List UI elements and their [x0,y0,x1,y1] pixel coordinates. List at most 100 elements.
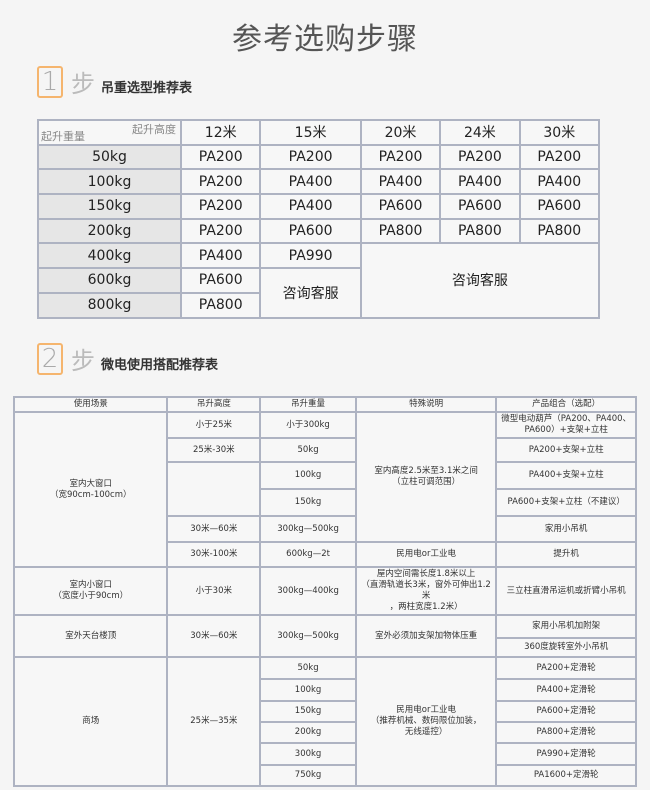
table-row: 商场 25米—35米 50kg 民用电or工业电 （推荐机械、数码限位加装， 无线遥控… [12,656,637,787]
column-header: 12米 [179,119,262,146]
row-header: 100kg [37,168,182,196]
table-cell: 室内大窗口 （宽90cm-100cm） [12,411,169,568]
table-row: 400kg PA400 PA990 咨询客服 [37,242,601,319]
table-row: 360度旋转室外小吊机 [14,637,637,658]
table-cell [166,461,262,517]
table-row: 室内小窗口 （宽度小于90cm） 小于30米 300kg—400kg 屋内空间需长度1… [12,566,637,616]
hoist-selection-table: 起升高度 起升重量 12米 15米 20米 24米 30米 50kg PA200 PA200 PA2… [37,119,601,319]
table-row: 600kg PA600 咨询客服 [37,267,599,319]
table-cell: PA800+定滑轮 [495,721,637,744]
table-cell: PA400 [179,242,262,270]
table-row: 室外天台楼顶 30米—60米 300kg—500kg 室外必须加支架加物体压重 家用小吊… [12,614,637,658]
table-cell: PA400+定滑轮 [495,678,637,702]
table-cell: 屋内空间需长度1.8米以上 （直滑轨道长3米，窗外可伸出1.2米 ，两柱宽度1.… [354,566,498,616]
table-cell: 300kg [259,742,357,766]
table-cell: 25米—35米 [166,656,262,787]
corner-header: 起升高度 起升重量 [37,119,182,146]
table-cell: 600kg—2t [259,541,357,568]
column-header: 24米 [439,119,521,146]
row-header: 600kg [37,267,182,294]
table-cell: PA600 [518,193,601,220]
header-row: 使用场景 吊升高度 吊升重量 特殊说明 产品组合（选配） [12,396,637,413]
column-header: 使用场景 [12,396,169,413]
table-cell: PA200 [439,143,521,171]
height-axis-label: 起升高度 [132,123,176,136]
table-cell: 50kg [259,656,357,680]
table-cell: PA400 [259,168,362,196]
step-label: 吊重选型推荐表 [101,81,193,96]
table-row: 50kg PA200 PA200 PA200 PA200 PA200 [37,143,601,171]
column-header: 吊升重量 [259,396,357,413]
table-cell: PA400+支架+立柱 [495,461,637,490]
table-cell: 商场 [12,656,169,787]
row-header: 200kg [37,217,182,245]
table-cell: PA600 [179,267,262,294]
table-cell: 三立柱直滑吊运机或折臂小吊机 [495,566,637,616]
column-header: 产品组合（选配） [495,396,637,413]
row-header: 50kg [37,143,182,171]
table-cell: PA600 [359,193,442,220]
table-cell: PA990 [259,242,362,270]
column-header: 吊升高度 [166,396,262,413]
table-cell: 150kg [259,700,357,723]
row-header: 150kg [37,193,182,220]
table-cell: 25米-30米 [166,437,262,463]
weight-axis-label: 起升重量 [41,129,85,143]
step-char: 步 [71,347,95,375]
table-cell: 室外天台楼顶 [12,614,169,658]
table-cell: PA200+定滑轮 [495,656,637,680]
header-row: 起升高度 起升重量 12米 15米 20米 24米 30米 [37,119,601,146]
table-cell: PA200 [179,168,262,196]
table-cell: 750kg [259,764,357,787]
step-number: 1 [37,66,63,98]
table-row: 100kg PA200 PA400 PA400 PA400 PA400 [37,168,601,196]
table-cell: PA200 [179,143,262,171]
table-cell: 30米—60米 [166,515,262,543]
table-row: 750kg PA1600+定滑轮 [14,764,637,787]
table-row: 200kg PA200 PA600 PA800 PA800 PA800 [37,217,601,245]
table-cell: PA1600+定滑轮 [495,764,637,787]
table-cell: 民用电or工业电 （推荐机械、数码限位加装， 无线遥控） [354,656,498,787]
table-cell: PA990+定滑轮 [495,742,637,766]
table-row: 25米-30米 50kg PA200+支架+立柱 [14,437,637,463]
table-cell: 300kg—500kg [259,614,357,658]
table-cell: 小于30米 [166,566,262,616]
table-cell: 小于300kg [259,411,357,439]
table-row: 200kg PA800+定滑轮 [14,721,637,744]
table-cell: 30米-100米 [166,541,262,568]
table-cell: 家用小吊机 [495,515,637,543]
table-cell: PA400 [359,168,442,196]
table-cell: 室内高度2.5米至3.1米之间 （立柱可调范围） [354,411,498,543]
row-header: 800kg [37,291,182,319]
row-header: 400kg [37,242,182,270]
table-cell: PA200 [518,143,601,171]
table-cell: 咨询客服 [259,267,362,319]
step-1-heading: 1 步 吊重选型推荐表 [37,66,192,98]
column-header: 特殊说明 [354,396,498,413]
step-char: 步 [71,70,95,98]
table-cell: 30米—60米 [166,614,262,658]
table-cell: 微型电动葫芦（PA200、PA400、PA600）+支架+立柱 [495,411,637,439]
table-cell: 200kg [259,721,357,744]
column-header: 15米 [259,119,362,146]
table-cell: 300kg—400kg [259,566,357,616]
table-row: 150kg PA200 PA400 PA600 PA600 PA600 [37,193,601,220]
page-title: 参考选购步骤 [232,22,418,57]
table-row: 30米-100米 600kg—2t 民用电or工业电 提升机 [14,541,637,568]
table-cell: 咨询客服 [359,242,601,319]
table-row: 150kg PA600+定滑轮 [14,700,637,723]
table-cell: 室内小窗口 （宽度小于90cm） [12,566,169,616]
table-row: 室内大窗口 （宽90cm-100cm） 小于25米 小于300kg 室内高度2.5米至… [12,411,637,568]
table-cell: 50kg [259,437,357,463]
table-row: 100kg PA400+支架+立柱 [14,461,637,517]
table-cell: PA600+支架+立柱（不建议） [495,488,637,517]
table-row: 800kg PA800 [37,291,599,319]
table-cell: PA400 [259,193,362,220]
table-cell: 100kg [259,461,357,490]
table-cell: PA600+定滑轮 [495,700,637,723]
table-cell: PA600 [439,193,521,220]
table-cell: PA200+支架+立柱 [495,437,637,463]
table-cell: PA600 [259,217,362,245]
step-number: 2 [37,343,63,375]
table-cell: 提升机 [495,541,637,568]
